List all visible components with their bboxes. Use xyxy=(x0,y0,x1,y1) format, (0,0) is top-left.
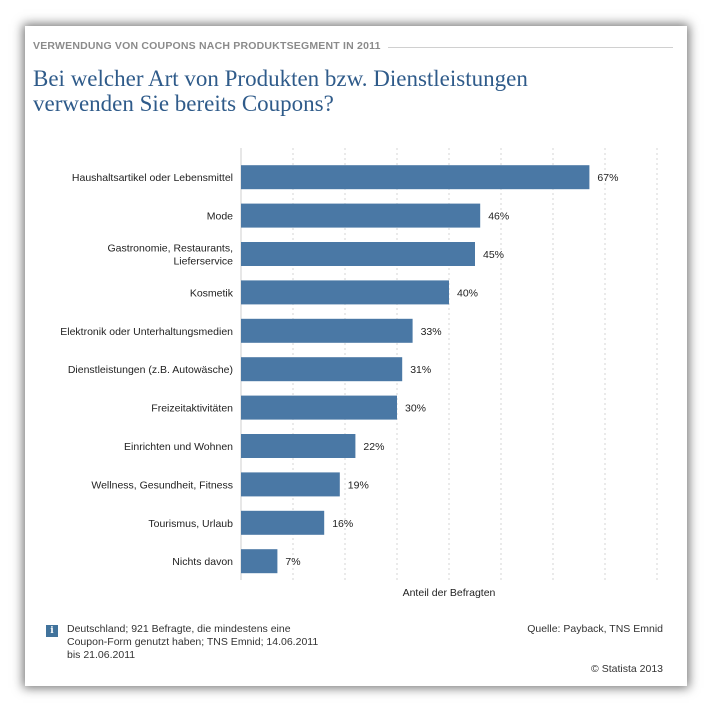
category-label: Einrichten und Wohnen xyxy=(124,441,233,453)
kicker-row: VERWENDUNG VON COUPONS NACH PRODUKTSEGME… xyxy=(33,40,673,54)
info-icon: i xyxy=(46,625,58,637)
bar xyxy=(241,280,449,305)
bar-value-label: 67% xyxy=(597,172,618,184)
category-label: Kosmetik xyxy=(190,287,234,299)
bar xyxy=(241,549,278,574)
bar-value-label: 19% xyxy=(348,479,369,491)
category-label: Tourismus, Urlaub xyxy=(148,518,233,530)
chart-title-line-1: Bei welcher Art von Produkten bzw. Diens… xyxy=(33,66,528,91)
bar-value-label: 22% xyxy=(363,441,384,453)
category-label: Elektronik oder Unterhaltungsmedien xyxy=(60,326,233,338)
bar xyxy=(241,434,356,458)
bar-chart: 67% Haushaltsartikel oder Lebensmittel 46%… xyxy=(60,148,658,599)
category-label: Lieferservice xyxy=(173,256,233,268)
category-label: Gastronomie, Restaurants, xyxy=(108,243,233,255)
bar xyxy=(241,395,397,420)
bar-value-label: 16% xyxy=(332,518,353,530)
bar-value-label: 31% xyxy=(410,364,431,376)
chart-title-line-2: verwenden Sie bereits Coupons? xyxy=(33,91,334,116)
bar xyxy=(241,357,403,382)
category-label: Mode xyxy=(207,211,233,223)
chart-kicker: VERWENDUNG VON COUPONS NACH PRODUKTSEGME… xyxy=(33,40,381,52)
chart-title: Bei welcher Art von Produkten bzw. Diens… xyxy=(33,66,673,116)
chart-card: VERWENDUNG VON COUPONS NACH PRODUKTSEGME… xyxy=(25,26,687,686)
copyright-text: © Statista 2013 xyxy=(591,663,663,675)
bar-value-label: 7% xyxy=(285,556,300,568)
bar-value-label: 33% xyxy=(421,326,442,338)
bar xyxy=(241,472,340,497)
kicker-divider xyxy=(388,47,673,48)
bar xyxy=(241,510,325,535)
bar xyxy=(241,318,413,343)
category-label: Wellness, Gesundheit, Fitness xyxy=(91,479,233,491)
bar xyxy=(241,203,481,228)
category-label: Freizeitaktivitäten xyxy=(151,403,233,415)
bar-value-label: 30% xyxy=(405,403,426,415)
category-label: Nichts davon xyxy=(172,556,233,568)
category-label: Dienstleistungen (z.B. Autowäsche) xyxy=(68,364,233,376)
bar xyxy=(241,165,590,190)
bar-value-label: 40% xyxy=(457,287,478,299)
source-text: Quelle: Payback, TNS Emnid xyxy=(527,623,663,635)
category-label: Haushaltsartikel oder Lebensmittel xyxy=(72,172,233,184)
footnote: Deutschland; 921 Befragte, die mindesten… xyxy=(67,623,319,661)
bar xyxy=(241,242,475,266)
x-axis-label: Anteil der Befragten xyxy=(403,587,496,599)
bar-value-label: 46% xyxy=(488,211,509,223)
bar-value-label: 45% xyxy=(483,249,504,261)
